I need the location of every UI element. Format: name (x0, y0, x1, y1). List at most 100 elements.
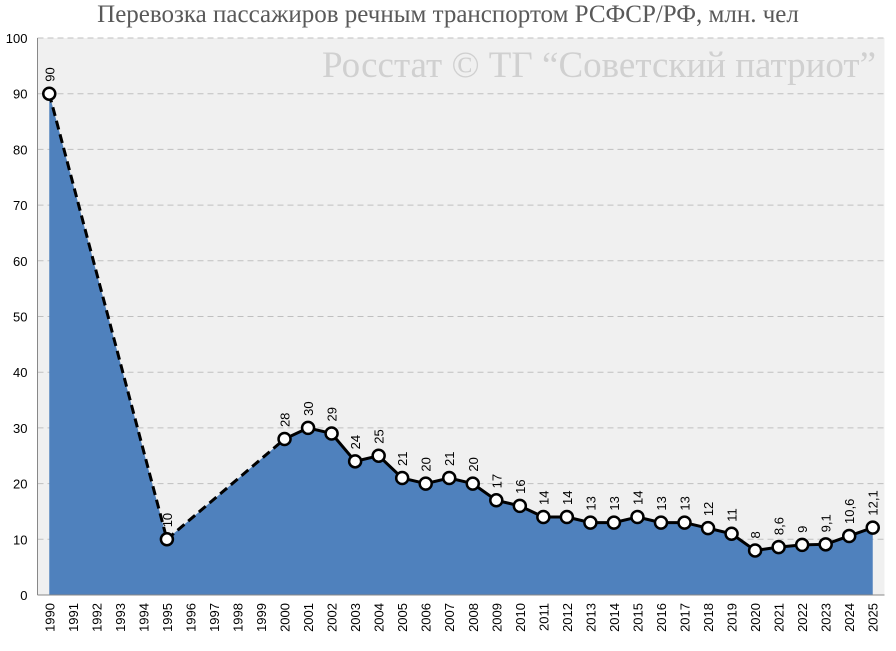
point (771, 539, 786, 555)
point (677, 515, 692, 530)
x-tick-label: 2007 (442, 603, 457, 632)
x-tick-label: 2023 (819, 603, 834, 632)
data-label: 8,6 (772, 517, 787, 535)
point (818, 537, 833, 552)
data-label: 13 (583, 496, 598, 510)
x-tick-label: 1995 (160, 603, 175, 632)
data-label: 10,6 (842, 499, 857, 524)
x-tick-label: 2006 (419, 603, 434, 632)
x-tick-label: 2004 (372, 603, 387, 632)
x-tick-label: 1997 (207, 603, 222, 632)
data-label: 9 (795, 526, 810, 533)
x-tick-label: 2011 (536, 603, 551, 631)
data-label: 30 (301, 401, 316, 415)
point (583, 515, 598, 530)
x-tick-label: 2012 (560, 603, 575, 632)
point (277, 431, 292, 447)
x-tick-label: 1996 (183, 603, 198, 632)
data-label: 13 (678, 496, 693, 510)
point (324, 426, 339, 441)
point (747, 543, 763, 558)
data-label: 28 (278, 413, 293, 427)
y-tick-label: 80 (13, 142, 27, 157)
data-label: 21 (442, 452, 457, 466)
point (441, 470, 457, 486)
x-tick-label: 2025 (866, 603, 881, 632)
y-tick-label: 10 (13, 532, 27, 547)
point (418, 476, 433, 491)
x-tick-label: 2020 (748, 603, 763, 632)
watermark: Росстат © ТГ “Советский патриот” (322, 45, 876, 86)
x-tick-label: 2017 (678, 603, 693, 632)
data-label: 21 (395, 452, 410, 466)
point (159, 532, 175, 547)
x-tick-label: 2008 (466, 603, 481, 632)
area (49, 93, 873, 595)
data-label: 12,1 (866, 490, 881, 515)
y-tick-label: 100 (6, 31, 28, 46)
x-tick-label: 1991 (66, 603, 81, 632)
y-tick-label: 70 (13, 198, 27, 213)
data-label: 13 (654, 496, 669, 510)
data-label: 9,1 (819, 514, 834, 532)
y-tick-label: 0 (20, 588, 27, 603)
data-label: 14 (536, 491, 551, 505)
x-tick-label: 1999 (254, 603, 269, 632)
data-label: 29 (325, 407, 340, 421)
x-tick-label: 2003 (348, 603, 363, 632)
point (42, 86, 57, 101)
x-tick-label: 2015 (630, 603, 645, 632)
x-tick-label: 2016 (654, 603, 669, 632)
x-tick-label: 2019 (725, 603, 740, 632)
x-tick-label: 2018 (701, 603, 716, 632)
point (724, 526, 739, 541)
y-tick-label: 20 (13, 477, 27, 492)
data-label: 90 (42, 67, 57, 81)
data-label: 20 (419, 457, 434, 471)
y-tick-label: 90 (13, 87, 27, 102)
x-tick-label: 1998 (230, 603, 245, 632)
point (512, 498, 528, 514)
data-label: 24 (348, 435, 363, 449)
point (489, 493, 504, 508)
data-label: 14 (630, 491, 645, 505)
x-tick-label: 1990 (42, 603, 57, 632)
x-tick-label: 2022 (795, 603, 810, 632)
y-tick-label: 50 (13, 310, 27, 325)
data-label: 8 (748, 531, 763, 538)
point (536, 509, 551, 525)
point (347, 454, 363, 469)
data-label: 12 (701, 502, 716, 516)
y-tick-label: 30 (13, 421, 27, 436)
x-tick-label: 2010 (513, 603, 528, 632)
x-tick-label: 2001 (301, 603, 316, 632)
data-label: 14 (560, 491, 575, 505)
y-tick-label: 40 (13, 365, 27, 380)
point (653, 515, 669, 530)
point (559, 509, 575, 525)
data-label: 17 (489, 474, 504, 488)
point (794, 537, 810, 553)
x-tick-label: 2005 (395, 603, 410, 632)
point (700, 520, 716, 536)
data-label: 20 (466, 457, 481, 471)
point (630, 509, 645, 525)
data-label: 13 (607, 496, 622, 510)
x-tick-label: 1993 (113, 603, 128, 632)
point (394, 470, 410, 486)
x-tick-label: 2014 (607, 603, 622, 632)
point (841, 528, 857, 544)
data-label: 16 (513, 479, 528, 493)
data-label: 25 (372, 429, 387, 443)
x-tick-label: 2000 (278, 603, 293, 632)
data-label: 10 (160, 513, 175, 527)
x-tick-label: 2021 (772, 603, 787, 632)
point (371, 448, 386, 463)
data-label: 11 (725, 508, 740, 522)
point (606, 515, 622, 530)
y-tick-label: 60 (13, 254, 27, 269)
x-tick-label: 1994 (136, 603, 151, 632)
chart-title: Перевозка пассажиров речным транспортом … (97, 1, 799, 28)
point (300, 420, 316, 436)
